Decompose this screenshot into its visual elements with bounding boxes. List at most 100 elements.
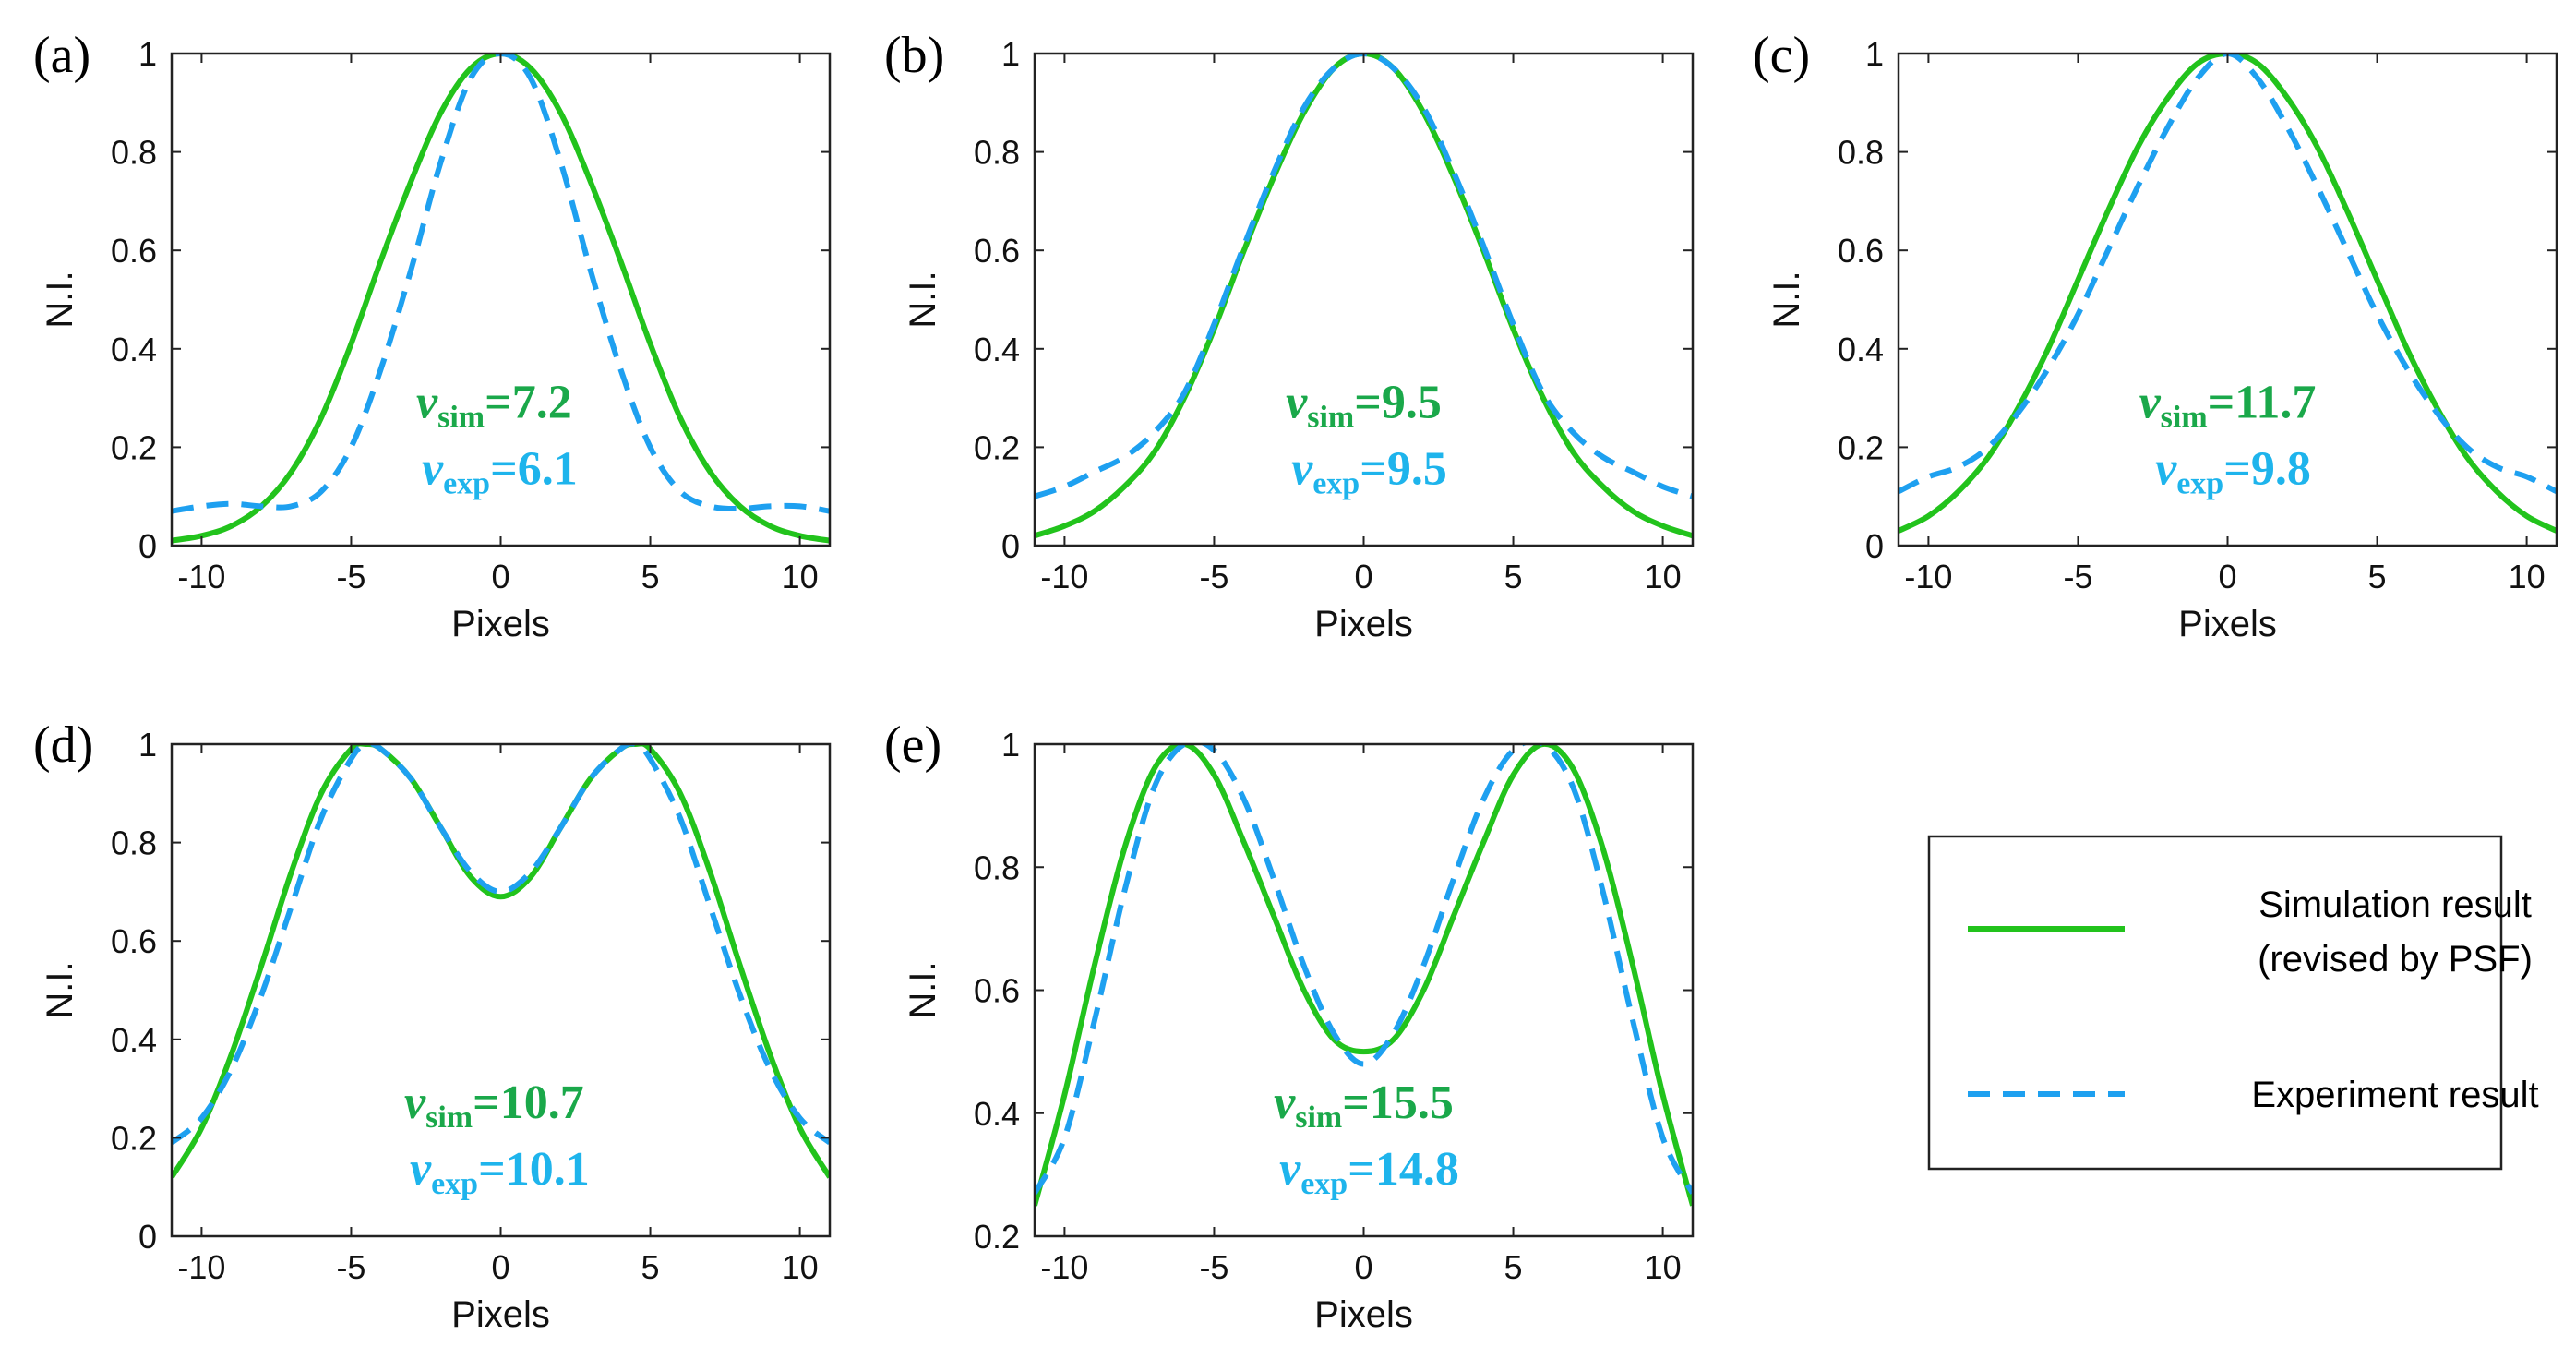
x-tick-label: -5 <box>336 558 365 595</box>
x-tick-label: -10 <box>177 558 225 595</box>
panel-c: (c) -10 -5 0 5 10 0 0.2 0.4 0.6 0.8 1 Pixels N.I. vsim… <box>1753 27 2558 644</box>
y-tick-label: 0 <box>1001 527 1020 565</box>
y-tick-label: 0.8 <box>111 134 157 172</box>
y-tick-label: 0.4 <box>1838 331 1884 368</box>
x-tick-label: 10 <box>1645 558 1682 595</box>
x-tick-label: 5 <box>1504 1248 1523 1286</box>
panel-a: (a) -10 -5 0 5 10 0 0.2 0.4 0.6 0.8 1 Pixels N.I. vsim… <box>33 27 832 644</box>
x-tick-label: 5 <box>641 1248 660 1286</box>
panel-e: (e) -10 -5 0 5 10 0.2 0.4 0.6 0.8 1 Pixels N.I. vsim=… <box>884 716 1695 1335</box>
y-axis-label: N.I. <box>1767 271 1807 328</box>
panel-label-d: (d) <box>33 716 93 774</box>
panels-container: (a)-10 -5 0 5 1000.20.40.60.81PixelsN.I.vsim… <box>33 27 2558 1335</box>
y-tick-label: 1 <box>1001 726 1020 764</box>
y-tick-label: 0.4 <box>974 331 1020 368</box>
x-tick-label: 10 <box>782 558 819 595</box>
y-tick-label: 0.2 <box>111 428 157 466</box>
simulation-line-a <box>172 54 830 544</box>
experiment-line-a <box>172 54 830 514</box>
x-tick-label: 5 <box>1504 558 1523 595</box>
y-axis-label: N.I. <box>40 961 80 1018</box>
y-tick-label: 0.6 <box>1838 232 1884 270</box>
y-axis-label: N.I. <box>903 271 943 328</box>
simulation-line-b <box>1035 54 1693 539</box>
x-axis-label: Pixels <box>451 1294 550 1335</box>
x-tick-label: 0 <box>1354 558 1372 595</box>
x-tick-label: 0 <box>2218 558 2236 595</box>
x-tick-label: -5 <box>1199 558 1228 595</box>
x-tick-label: 0 <box>1354 1248 1372 1286</box>
annotation-exp: vexp=9.8 <box>2155 442 2311 500</box>
x-tick-label: 10 <box>782 1248 819 1286</box>
y-tick-label: 0.6 <box>974 972 1020 1010</box>
experiment-line-c <box>1899 54 2557 495</box>
y-tick-label: 0 <box>138 527 157 565</box>
x-tick-label: 10 <box>1645 1248 1682 1286</box>
annotation-sim: vsim=9.5 <box>1286 376 1442 434</box>
y-tick-label: 0.8 <box>974 134 1020 172</box>
legend-exp-label: Experiment result <box>2251 1075 2538 1115</box>
legend-box <box>1927 835 2503 1171</box>
y-tick-label: 0.4 <box>111 331 157 368</box>
x-tick-label: 5 <box>2368 558 2387 595</box>
panel-label-a: (a) <box>33 27 90 84</box>
annotation-sim: vsim=11.7 <box>2139 376 2317 434</box>
y-tick-label: 0.2 <box>1838 428 1884 466</box>
y-tick-label: 0.6 <box>974 232 1020 270</box>
legend: Simulation result (revised by PSF) Exper… <box>1927 835 2539 1171</box>
y-tick-label: 0.2 <box>974 428 1020 466</box>
experiment-line-b <box>1035 54 1693 499</box>
x-tick-label: -10 <box>177 1248 225 1286</box>
annotation-sim: vsim=7.2 <box>416 376 572 434</box>
legend-sim-label-line2: (revised by PSF) <box>2258 939 2533 980</box>
panel-b: (b) -10 -5 0 5 10 0 0.2 0.4 0.6 0.8 1 Pixels N.I. vsim… <box>884 27 1695 644</box>
legend-sim-label-line1: Simulation result <box>2258 884 2532 925</box>
panel-label-c: (c) <box>1753 27 1810 84</box>
x-tick-label: -5 <box>336 1248 365 1286</box>
y-tick-label: 0 <box>1865 527 1884 565</box>
x-tick-label: 0 <box>491 558 509 595</box>
y-tick-label: 0.8 <box>111 824 157 862</box>
annotation-exp: vexp=10.1 <box>410 1143 590 1201</box>
x-tick-label: 10 <box>2509 558 2546 595</box>
y-tick-label: 0.2 <box>974 1218 1020 1256</box>
y-tick-label: 1 <box>138 726 157 764</box>
x-axis-label: Pixels <box>1314 604 1413 644</box>
panel-d: (d) -10 -5 0 5 10 0 0.2 0.4 0.6 0.8 1 Pixels N.I. vsim… <box>33 716 832 1335</box>
y-tick-label: 0.4 <box>974 1095 1020 1133</box>
x-tick-label: -5 <box>2063 558 2092 595</box>
x-tick-label: 5 <box>641 558 660 595</box>
x-axis-label: Pixels <box>1314 1294 1413 1335</box>
x-axis-label: Pixels <box>2178 604 2277 644</box>
y-tick-label: 0.4 <box>111 1021 157 1059</box>
y-tick-label: 0.6 <box>111 922 157 960</box>
annotation-exp: vexp=9.5 <box>1291 442 1447 500</box>
panel-label-e: (e) <box>884 716 941 774</box>
y-tick-label: 1 <box>1865 35 1884 73</box>
experiment-line-e <box>1035 744 1693 1195</box>
y-tick-label: 0 <box>138 1218 157 1256</box>
simulation-line-d <box>172 744 830 1179</box>
x-tick-label: -10 <box>1040 558 1088 595</box>
y-axis-label: N.I. <box>903 961 943 1018</box>
x-axis-label: Pixels <box>451 604 550 644</box>
annotation-exp: vexp=14.8 <box>1279 1143 1459 1201</box>
panel-label-b: (b) <box>884 27 944 84</box>
annotation-exp: vexp=6.1 <box>422 442 578 500</box>
x-tick-label: -5 <box>1199 1248 1228 1286</box>
y-tick-label: 1 <box>138 35 157 73</box>
y-tick-label: 0.8 <box>1838 134 1884 172</box>
y-tick-label: 0.2 <box>111 1119 157 1157</box>
annotation-sim: vsim=10.7 <box>404 1076 584 1135</box>
annotation-sim: vsim=15.5 <box>1274 1076 1454 1135</box>
y-tick-label: 0.6 <box>111 232 157 270</box>
x-tick-label: -10 <box>1904 558 1952 595</box>
simulation-line-e <box>1035 744 1693 1207</box>
y-tick-label: 1 <box>1001 35 1020 73</box>
y-tick-label: 0.8 <box>974 848 1020 886</box>
y-axis-label: N.I. <box>40 271 80 328</box>
experiment-line-d <box>172 744 830 1146</box>
x-tick-label: 0 <box>491 1248 509 1286</box>
x-tick-label: -10 <box>1040 1248 1088 1286</box>
